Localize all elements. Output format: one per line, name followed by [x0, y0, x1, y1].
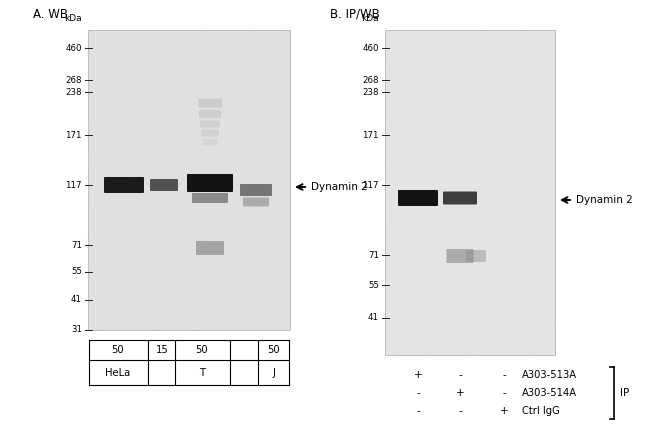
- FancyBboxPatch shape: [443, 191, 477, 205]
- Text: 55: 55: [71, 268, 82, 276]
- Text: 41: 41: [71, 295, 82, 304]
- Bar: [385, 30, 555, 355]
- FancyBboxPatch shape: [466, 250, 486, 262]
- Text: Dynamin 2: Dynamin 2: [311, 182, 368, 192]
- FancyBboxPatch shape: [104, 177, 144, 193]
- Text: J: J: [272, 368, 276, 377]
- Text: 71: 71: [71, 241, 82, 250]
- Text: 117: 117: [66, 181, 82, 190]
- Text: Ctrl IgG: Ctrl IgG: [522, 406, 560, 416]
- Text: +: +: [456, 388, 464, 398]
- Text: 31: 31: [71, 326, 82, 335]
- FancyBboxPatch shape: [199, 110, 221, 118]
- FancyBboxPatch shape: [447, 249, 473, 263]
- Text: 41: 41: [368, 313, 379, 323]
- Bar: [88, 30, 290, 330]
- FancyBboxPatch shape: [201, 130, 219, 137]
- Text: 238: 238: [363, 87, 379, 96]
- Text: -: -: [458, 370, 462, 380]
- Text: 50: 50: [268, 345, 280, 355]
- FancyBboxPatch shape: [150, 179, 178, 191]
- Text: 171: 171: [66, 131, 82, 140]
- FancyBboxPatch shape: [192, 193, 228, 203]
- Text: IP: IP: [620, 388, 629, 398]
- Text: T: T: [199, 368, 205, 377]
- Text: -: -: [458, 406, 462, 416]
- Text: 238: 238: [66, 87, 82, 96]
- Text: 50: 50: [196, 345, 208, 355]
- FancyBboxPatch shape: [240, 184, 272, 196]
- Text: HeLa: HeLa: [105, 368, 131, 377]
- Text: 71: 71: [368, 250, 379, 259]
- Text: kDa: kDa: [64, 14, 82, 23]
- Text: -: -: [502, 370, 506, 380]
- FancyBboxPatch shape: [202, 139, 218, 146]
- FancyBboxPatch shape: [198, 98, 222, 107]
- Text: B. IP/WB: B. IP/WB: [330, 8, 380, 21]
- Text: 50: 50: [112, 345, 124, 355]
- Text: Dynamin 2: Dynamin 2: [576, 195, 632, 205]
- FancyBboxPatch shape: [200, 121, 220, 128]
- Text: 268: 268: [363, 75, 379, 84]
- Text: +: +: [413, 370, 423, 380]
- Text: kDa: kDa: [361, 14, 379, 23]
- Text: -: -: [416, 388, 420, 398]
- Text: 460: 460: [66, 44, 82, 53]
- Text: 460: 460: [363, 44, 379, 53]
- FancyBboxPatch shape: [187, 174, 233, 192]
- Text: 15: 15: [155, 345, 168, 355]
- Text: A303-513A: A303-513A: [522, 370, 577, 380]
- FancyBboxPatch shape: [196, 241, 224, 255]
- Text: A303-514A: A303-514A: [522, 388, 577, 398]
- Text: 117: 117: [363, 181, 379, 190]
- Text: 268: 268: [66, 75, 82, 84]
- FancyBboxPatch shape: [398, 190, 438, 206]
- Text: -: -: [502, 388, 506, 398]
- Text: -: -: [416, 406, 420, 416]
- Text: 171: 171: [363, 131, 379, 140]
- Text: +: +: [500, 406, 508, 416]
- FancyBboxPatch shape: [243, 197, 269, 206]
- Text: 55: 55: [368, 280, 379, 289]
- Text: A. WB: A. WB: [33, 8, 68, 21]
